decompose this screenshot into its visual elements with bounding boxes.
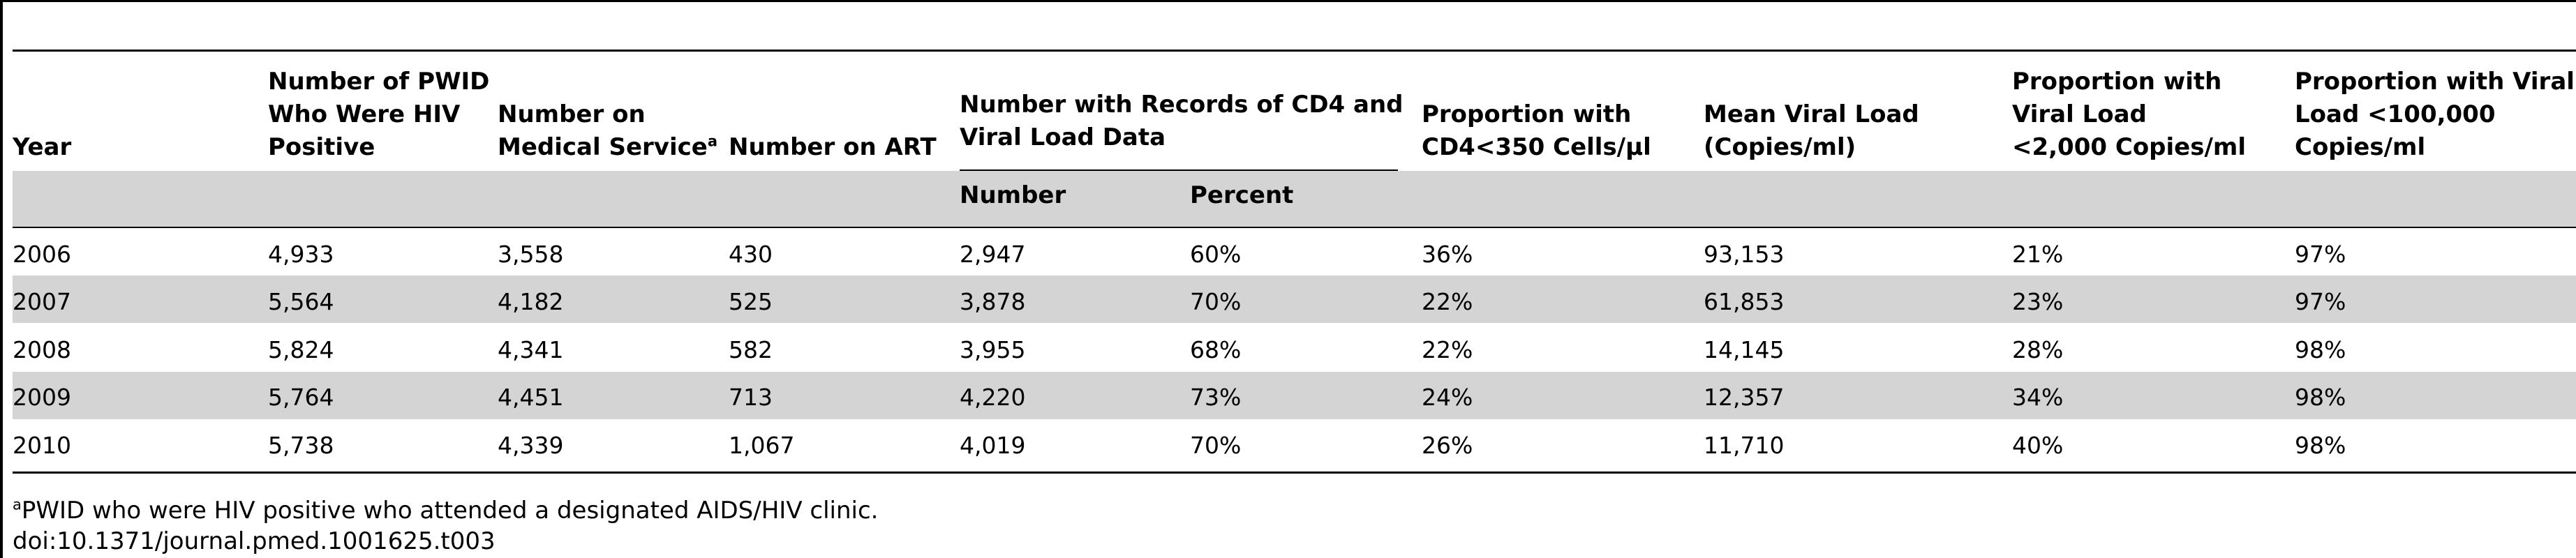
row-band-2009 <box>13 372 2576 419</box>
header-records-percent: Percent <box>1190 181 1294 209</box>
header-pwid-hiv: Number of PWID Who Were HIV Positive <box>268 68 490 161</box>
doi-text: doi:10.1371/journal.pmed.1001625.t003 <box>13 527 496 555</box>
table-cell: 430 <box>729 241 773 268</box>
table-cell: 1,067 <box>729 432 795 459</box>
table-cell: 60% <box>1190 241 1242 268</box>
table-cell: 713 <box>729 384 773 411</box>
header-vl-100000: Proportion with Viral Load <100,000 Copi… <box>2295 68 2575 161</box>
table-cell: 36% <box>1422 241 1473 268</box>
table-left-border <box>0 0 3 558</box>
table-cell: 4,220 <box>960 384 1026 411</box>
table-cell: 12,357 <box>1704 384 1785 411</box>
header-vl-2000: Proportion with Viral Load <2,000 Copies… <box>2012 68 2246 161</box>
table-cell: 70% <box>1190 288 1242 315</box>
table-cell: 23% <box>2012 288 2064 315</box>
table-cell: 97% <box>2295 241 2346 268</box>
table-cell: 4,341 <box>498 336 564 363</box>
table-cell: 4,182 <box>498 288 564 315</box>
table-cell: 73% <box>1190 384 1242 411</box>
header-medical-service: Number on Medical Servicea <box>498 100 717 161</box>
table-cell: 24% <box>1422 384 1473 411</box>
table-cell: 525 <box>729 288 773 315</box>
table-cell: 582 <box>729 336 773 363</box>
table-cell: 2008 <box>13 336 71 363</box>
table-cell: 4,933 <box>268 241 334 268</box>
table-cell: 2007 <box>13 288 71 315</box>
footnote-marker: a <box>707 133 717 150</box>
table-cell: 40% <box>2012 432 2064 459</box>
table-cell: 2009 <box>13 384 71 411</box>
table-cell: 4,339 <box>498 432 564 459</box>
table-cell: 5,738 <box>268 432 334 459</box>
table-cell: 22% <box>1422 336 1473 363</box>
header-top-rule <box>13 50 2576 52</box>
table-cell: 68% <box>1190 336 1242 363</box>
table-cell: 5,824 <box>268 336 334 363</box>
header-records-group: Number with Records of CD4 and Viral Loa… <box>960 91 1404 151</box>
table-cell: 3,878 <box>960 288 1026 315</box>
header-cd4: Proportion with CD4<350 Cells/μl <box>1422 100 1651 161</box>
row-band-2007 <box>13 276 2576 323</box>
table-cell: 5,564 <box>268 288 334 315</box>
table-bottom-rule <box>13 472 2576 474</box>
body-top-rule <box>13 227 2576 228</box>
table-cell: 26% <box>1422 432 1473 459</box>
header-year: Year <box>13 133 72 161</box>
table-cell: 34% <box>2012 384 2064 411</box>
table-cell: 21% <box>2012 241 2064 268</box>
table-cell: 98% <box>2295 336 2346 363</box>
table-top-rule <box>0 0 2576 2</box>
table-cell: 2006 <box>13 241 71 268</box>
table-cell: 5,764 <box>268 384 334 411</box>
subheader-band <box>13 171 2576 227</box>
table-cell: 61,853 <box>1704 288 1785 315</box>
table-cell: 2010 <box>13 432 71 459</box>
header-mean-viral-load: Mean Viral Load (Copies/ml) <box>1704 100 1919 161</box>
table-cell: 97% <box>2295 288 2346 315</box>
table-cell: 98% <box>2295 384 2346 411</box>
table-footnote: aPWID who were HIV positive who attended… <box>13 496 879 525</box>
table-cell: 98% <box>2295 432 2346 459</box>
table-cell: 3,955 <box>960 336 1026 363</box>
table-cell: 14,145 <box>1704 336 1785 363</box>
records-group-rule <box>960 169 1398 171</box>
table-cell: 28% <box>2012 336 2064 363</box>
table-cell: 4,019 <box>960 432 1026 459</box>
table-cell: 4,451 <box>498 384 564 411</box>
table-cell: 70% <box>1190 432 1242 459</box>
table-cell: 2,947 <box>960 241 1026 268</box>
table-cell: 3,558 <box>498 241 564 268</box>
table-cell: 93,153 <box>1704 241 1785 268</box>
table-cell: 11,710 <box>1704 432 1785 459</box>
header-art: Number on ART <box>729 133 937 161</box>
header-records-number: Number <box>960 181 1066 209</box>
table-cell: 22% <box>1422 288 1473 315</box>
